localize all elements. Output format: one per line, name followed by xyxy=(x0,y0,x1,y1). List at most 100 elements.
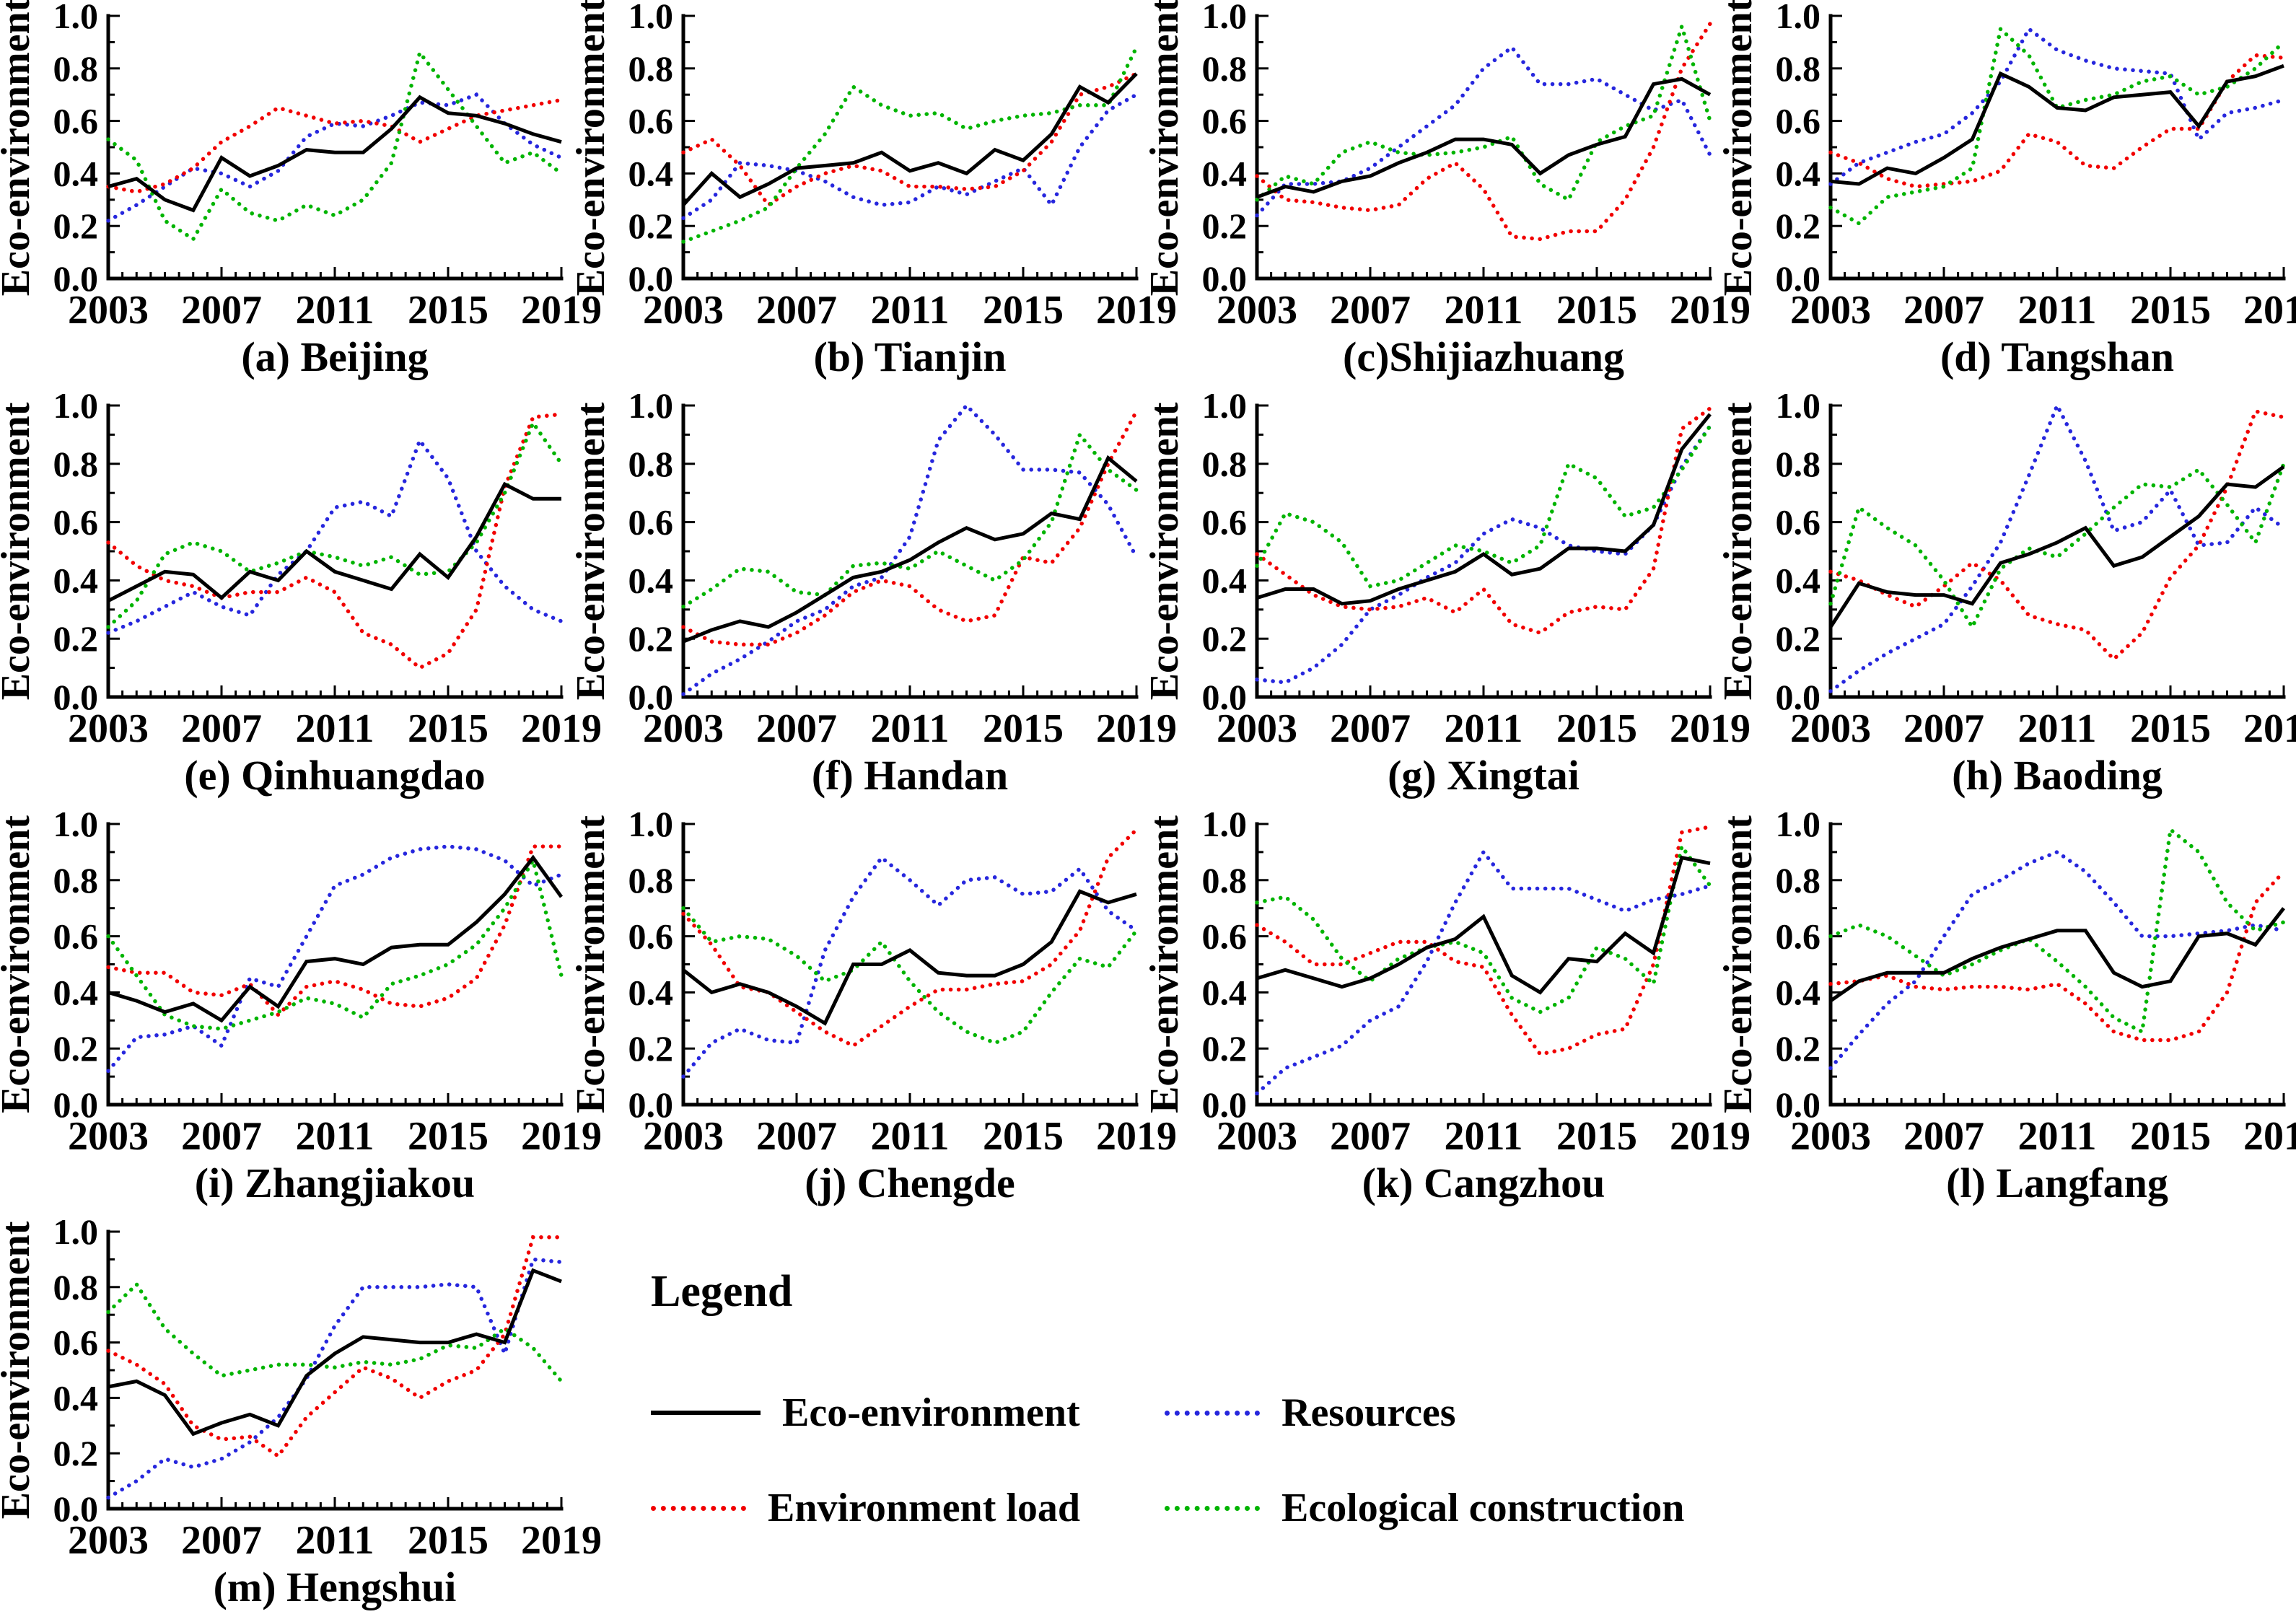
series-construction xyxy=(106,1281,564,1384)
y-axis-label: Eco-environment xyxy=(1716,402,1761,700)
chart-panel-langfang: 0.0 0.2 0.4 0.6 0.8 1.0 2003 2007 2011 2015 2019 Ec… xyxy=(1716,804,2296,1216)
series-construction xyxy=(1828,25,2286,226)
series-load xyxy=(106,844,564,1018)
x-tick-label: 2015 xyxy=(408,288,488,333)
y-tick-label: 0.2 xyxy=(628,618,674,659)
y-axis-label: Eco-environment xyxy=(0,0,38,296)
x-tick-label: 2011 xyxy=(1445,706,1523,751)
chart-panel-xingtai: 0.0 0.2 0.4 0.6 0.8 1.0 2003 2007 2011 2015 2019 Ec… xyxy=(1142,385,1751,808)
panel-caption: (k) Cangzhou xyxy=(1362,1159,1605,1206)
x-tick-label: 2003 xyxy=(1790,1114,1871,1159)
series-construction xyxy=(681,906,1139,1045)
series-load xyxy=(106,412,564,670)
x-tick-label: 2007 xyxy=(756,1114,837,1159)
panel-caption: (i) Zhangjiakou xyxy=(195,1159,475,1206)
y-tick-label: 0.4 xyxy=(53,560,99,600)
x-tick-label: 2019 xyxy=(1670,288,1751,333)
series-load xyxy=(1255,406,1712,636)
series-load xyxy=(1828,53,2286,189)
chart-panel-tianjin: 0.0 0.2 0.4 0.6 0.8 1.0 2003 2007 2011 2015 2019 Ec… xyxy=(569,0,1177,390)
series-resources xyxy=(1828,26,2286,186)
y-tick-label: 1.0 xyxy=(53,385,99,426)
series-resources xyxy=(1828,400,2286,693)
panel-caption: (j) Chengde xyxy=(805,1159,1015,1206)
axes xyxy=(1828,822,2286,1107)
y-tick-label: 0.4 xyxy=(628,153,674,193)
series-resources xyxy=(681,854,1139,1079)
x-tick-label: 2011 xyxy=(2018,288,2097,333)
chart-panel-chengde: 0.0 0.2 0.4 0.6 0.8 1.0 2003 2007 2011 2015 2019 Ec… xyxy=(569,804,1177,1216)
y-tick-label: 0.4 xyxy=(53,1377,99,1418)
y-tick-label: 1.0 xyxy=(1776,804,1821,844)
x-tick-label: 2015 xyxy=(408,1518,488,1563)
y-tick-label: 0.4 xyxy=(1776,972,1821,1012)
x-tick-label: 2011 xyxy=(296,1518,374,1563)
legend-entry-label: Ecological construction xyxy=(1281,1486,1685,1530)
series-resources xyxy=(1828,849,2286,1071)
y-tick-label: 0.4 xyxy=(628,560,674,600)
y-tick-label: 1.0 xyxy=(1776,385,1821,426)
series-load xyxy=(681,71,1139,208)
series-resources xyxy=(1255,848,1712,1096)
y-axis-label: Eco-environment xyxy=(1142,0,1187,296)
y-tick-label: 0.2 xyxy=(1776,206,1821,246)
x-tick-label: 2011 xyxy=(296,288,374,333)
legend-title: Legend xyxy=(651,1267,793,1316)
y-tick-label: 0.8 xyxy=(628,48,674,89)
y-tick-label: 1.0 xyxy=(53,804,99,844)
legend: Legend Eco-environment Resources Environme… xyxy=(575,1216,1722,1622)
y-tick-label: 0.6 xyxy=(1776,101,1821,141)
chart-panel-shijiazhuang: 0.0 0.2 0.4 0.6 0.8 1.0 2003 2007 2011 2015 2019 Ec… xyxy=(1142,0,1751,390)
y-tick-label: 0.0 xyxy=(1776,1084,1821,1125)
y-tick-label: 0.4 xyxy=(1202,153,1248,193)
series-resources xyxy=(106,436,564,635)
y-tick-label: 0.8 xyxy=(1776,860,1821,900)
x-tick-label: 2011 xyxy=(1445,288,1523,333)
series-eco xyxy=(1830,63,2284,186)
x-tick-label: 2015 xyxy=(983,1114,1064,1159)
y-tick-label: 1.0 xyxy=(628,385,674,426)
y-tick-label: 0.4 xyxy=(1202,972,1248,1012)
chart-canvas-xingtai: 0.0 0.2 0.4 0.6 0.8 1.0 2003 2007 2011 2015 2019 Ec… xyxy=(1142,385,1751,799)
series-construction xyxy=(106,418,564,629)
series-eco xyxy=(682,72,1138,206)
y-tick-label: 0.0 xyxy=(53,258,99,299)
y-tick-label: 0.0 xyxy=(628,1084,674,1125)
y-tick-label: 0.0 xyxy=(1202,677,1248,717)
y-tick-label: 0.2 xyxy=(53,206,99,246)
axes xyxy=(106,1229,564,1511)
y-tick-label: 0.2 xyxy=(1776,618,1821,659)
chart-canvas-cangzhou: 0.0 0.2 0.4 0.6 0.8 1.0 2003 2007 2011 2015 2019 Ec… xyxy=(1142,804,1751,1206)
series-eco xyxy=(683,455,1138,644)
x-tick-label: 2019 xyxy=(521,706,602,751)
y-tick-label: 0.8 xyxy=(1202,48,1248,89)
y-tick-label: 1.0 xyxy=(1202,385,1248,426)
y-tick-label: 0.0 xyxy=(1202,1084,1248,1125)
y-axis-label: Eco-environment xyxy=(0,815,38,1113)
y-tick-label: 0.6 xyxy=(53,1323,99,1363)
x-tick-label: 2007 xyxy=(756,706,837,751)
x-tick-label: 2015 xyxy=(408,706,488,751)
y-axis-label: Eco-environment xyxy=(1142,815,1187,1113)
x-tick-label: 2019 xyxy=(1096,1114,1177,1159)
series-load xyxy=(681,828,1139,1048)
series-construction xyxy=(106,48,564,242)
y-tick-label: 0.6 xyxy=(53,101,99,141)
x-tick-label: 2003 xyxy=(68,288,149,333)
y-tick-label: 0.6 xyxy=(1202,916,1248,957)
x-tick-label: 2003 xyxy=(643,706,724,751)
y-tick-label: 0.4 xyxy=(1202,560,1248,600)
chart-panel-baoding: 0.0 0.2 0.4 0.6 0.8 1.0 2003 2007 2011 2015 2019 Ec… xyxy=(1716,385,2296,808)
axes xyxy=(681,822,1139,1107)
y-tick-label: 0.6 xyxy=(1776,502,1821,543)
y-tick-label: 0.0 xyxy=(1776,258,1821,299)
x-tick-label: 2007 xyxy=(1903,706,1984,751)
y-axis-label: Eco-environment xyxy=(1716,0,1761,296)
x-tick-label: 2015 xyxy=(2130,1114,2211,1159)
y-tick-label: 0.4 xyxy=(1776,153,1821,193)
y-tick-label: 0.6 xyxy=(53,916,99,957)
legend-entry-resources: Resources xyxy=(1165,1390,1722,1436)
chart-panel-tangshan: 0.0 0.2 0.4 0.6 0.8 1.0 2003 2007 2011 2015 2019 Ec… xyxy=(1716,0,2296,390)
y-tick-label: 0.0 xyxy=(53,677,99,717)
series-eco xyxy=(1828,465,2285,628)
